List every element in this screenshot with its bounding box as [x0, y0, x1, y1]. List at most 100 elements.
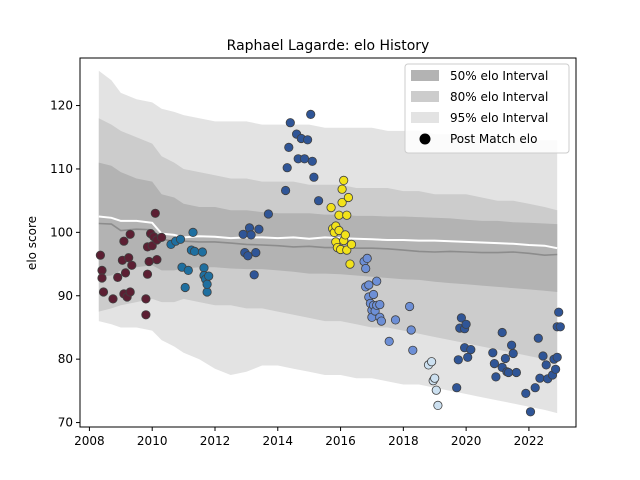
data-point	[204, 271, 214, 281]
data-point	[500, 353, 510, 364]
y-axis: 70 80 90 100 110 120	[50, 99, 80, 430]
legend-marker-points	[419, 133, 431, 145]
data-point	[488, 348, 498, 358]
data-point	[263, 209, 273, 219]
data-point	[202, 287, 212, 297]
data-point	[190, 246, 200, 256]
data-point	[280, 185, 291, 196]
legend-label-80: 80% elo Interval	[450, 90, 548, 104]
data-point	[343, 192, 353, 203]
data-point	[309, 172, 319, 182]
data-point	[491, 372, 501, 382]
x-tick-label: 2020	[451, 434, 482, 448]
data-point	[508, 348, 518, 359]
y-tick-label: 90	[58, 289, 73, 303]
legend-swatch-50	[411, 70, 439, 81]
data-point	[334, 210, 344, 220]
data-point	[313, 196, 324, 206]
data-point	[489, 358, 499, 369]
data-point	[249, 270, 259, 280]
data-point	[157, 232, 167, 242]
data-point	[376, 316, 386, 326]
data-point	[199, 263, 209, 273]
data-point	[97, 265, 107, 275]
data-point	[124, 253, 134, 263]
data-point	[538, 351, 548, 361]
data-point	[503, 367, 514, 378]
data-point	[98, 287, 109, 297]
x-tick-label: 2012	[200, 434, 231, 448]
data-point	[430, 373, 440, 383]
legend-label-95: 95% elo Interval	[450, 111, 548, 125]
data-point	[142, 269, 153, 279]
data-point	[406, 325, 416, 335]
x-tick-label: 2018	[388, 434, 419, 448]
legend-swatch-80	[411, 91, 439, 102]
y-axis-label: elo score	[25, 216, 39, 270]
data-point	[456, 313, 466, 323]
data-point	[183, 265, 193, 275]
y-tick-label: 70	[58, 416, 73, 430]
x-tick-label: 2008	[74, 434, 105, 448]
data-point	[251, 248, 261, 258]
y-tick-label: 80	[58, 352, 73, 366]
legend-box	[404, 63, 570, 154]
data-point	[375, 299, 385, 310]
data-point	[113, 272, 123, 282]
data-point	[525, 407, 536, 417]
data-point	[345, 259, 355, 269]
data-point	[452, 383, 462, 393]
legend-swatch-95	[411, 112, 439, 123]
data-point	[372, 276, 382, 286]
data-point	[95, 250, 106, 260]
data-point	[97, 273, 107, 283]
data-point	[127, 260, 137, 270]
chart-title: Raphael Lagarde: elo History	[227, 38, 430, 54]
data-point	[346, 239, 357, 249]
data-point	[466, 344, 476, 355]
data-point	[197, 247, 207, 257]
data-point	[426, 357, 437, 367]
data-point	[521, 388, 531, 398]
data-point	[299, 154, 310, 164]
data-point	[342, 210, 352, 220]
x-tick-label: 2016	[325, 434, 356, 448]
data-point	[306, 109, 316, 120]
data-point	[150, 208, 160, 218]
data-point	[175, 234, 186, 244]
data-point	[361, 263, 371, 274]
data-point	[552, 352, 562, 362]
data-point	[408, 345, 418, 355]
plot-frame	[79, 57, 577, 428]
data-point	[404, 301, 415, 312]
data-point	[384, 336, 394, 346]
data-point	[120, 268, 131, 278]
data-point	[238, 229, 248, 239]
data-point	[334, 225, 344, 236]
data-point	[433, 400, 443, 410]
data-point	[530, 383, 540, 393]
data-point	[511, 367, 522, 378]
x-axis: 2008 2010 2012 2014 2016 2018 2020 2022	[74, 427, 544, 448]
data-point	[302, 135, 313, 145]
data-point	[461, 319, 471, 329]
data-point	[202, 279, 212, 289]
data-point	[463, 352, 473, 362]
data-point	[119, 236, 129, 246]
data-point	[339, 175, 349, 185]
y-tick-label: 110	[50, 162, 73, 176]
data-point	[497, 327, 507, 338]
data-point	[535, 373, 545, 383]
y-tick-label: 100	[50, 225, 73, 239]
data-point	[152, 255, 162, 265]
data-point	[550, 364, 561, 374]
data-point	[364, 280, 374, 290]
interval-bands	[98, 70, 558, 414]
data-point	[555, 322, 565, 332]
y-tick-label: 120	[50, 99, 73, 113]
data-point	[362, 253, 372, 263]
data-point	[254, 224, 264, 234]
data-point	[285, 118, 295, 128]
data-point	[337, 198, 347, 208]
data-point	[307, 156, 317, 166]
